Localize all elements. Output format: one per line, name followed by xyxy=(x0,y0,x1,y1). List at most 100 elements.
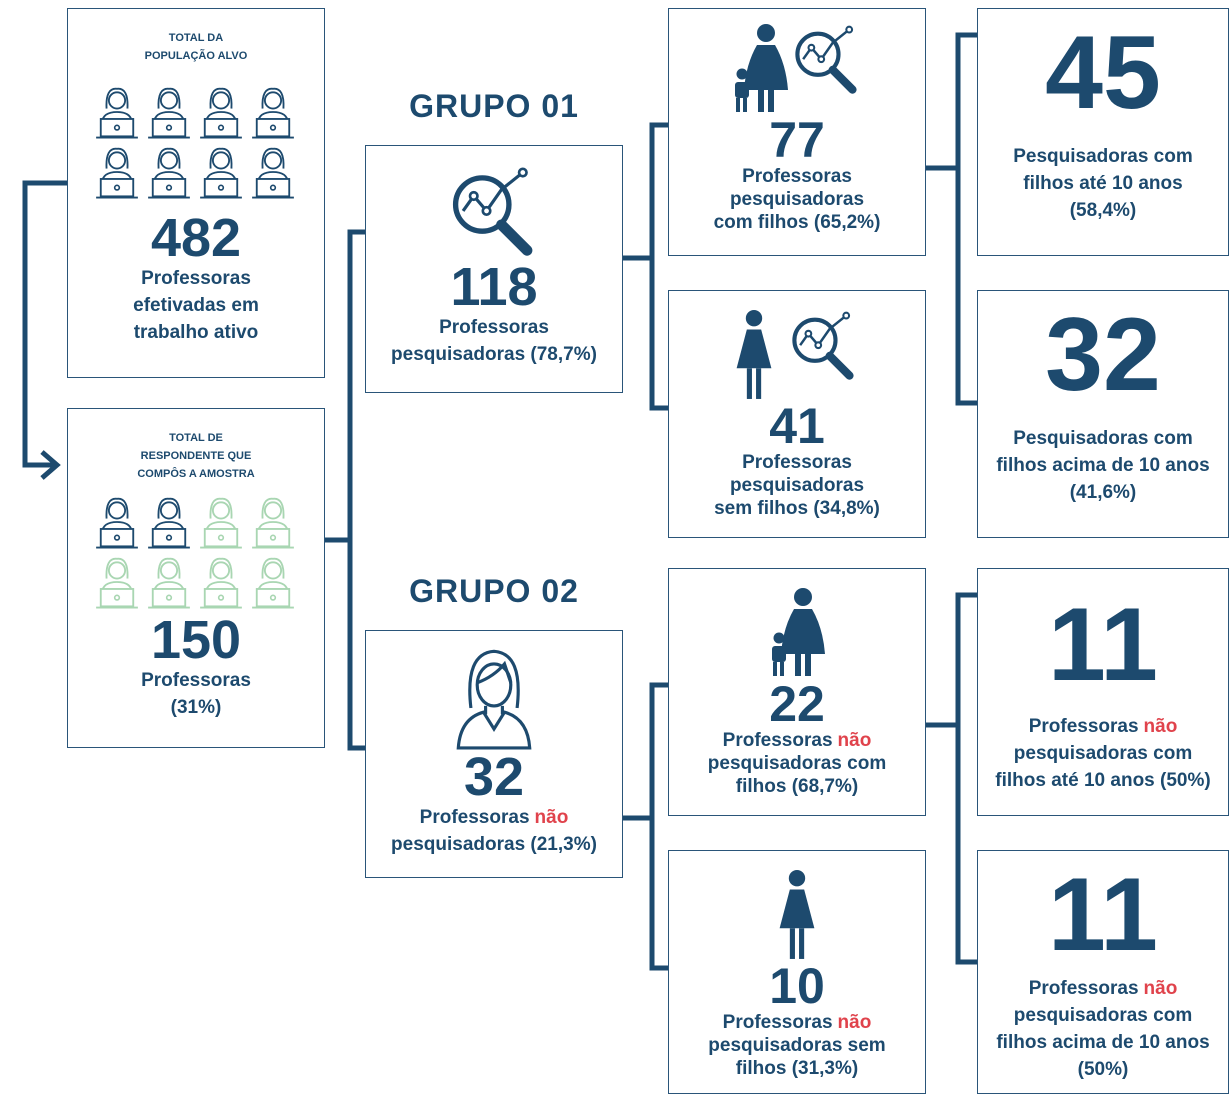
person-icon xyxy=(200,499,242,548)
text-line: pesquisadoras sem xyxy=(708,1034,885,1057)
highlight: não xyxy=(535,807,569,828)
group-title: GRUPO 02 xyxy=(365,573,623,610)
text-line: Professoras xyxy=(391,314,597,341)
text-line: filhos acima de 10 anos xyxy=(996,1029,1209,1056)
mother-icon xyxy=(767,587,827,679)
person-icon xyxy=(96,499,138,548)
person-icon xyxy=(200,149,242,198)
count: 118 xyxy=(450,260,537,314)
woman-icon xyxy=(776,869,818,961)
person-icon xyxy=(96,89,138,138)
text-line: filhos (31,3%) xyxy=(708,1057,885,1080)
text-line: pesquisadoras com xyxy=(708,752,886,775)
text-line: (50%) xyxy=(996,1056,1209,1083)
text-line: pesquisadoras xyxy=(714,474,880,497)
highlight: não xyxy=(838,1012,872,1033)
text-line: efetivadas em xyxy=(133,292,259,319)
text-line: trabalho ativo xyxy=(133,319,259,346)
text-line: (41,6%) xyxy=(996,479,1209,506)
text-line: Pesquisadoras com xyxy=(1013,143,1193,170)
text-line: filhos acima de 10 anos xyxy=(996,452,1209,479)
search-icon xyxy=(787,309,861,383)
text-line: (31%) xyxy=(141,694,251,721)
icon-grid xyxy=(91,493,301,613)
count: 41 xyxy=(769,401,825,451)
person-icon xyxy=(148,499,190,548)
person-icon xyxy=(200,559,242,608)
text-line: RESPONDENTE QUE xyxy=(137,447,254,465)
diagram: TOTAL DAPOPULAÇÃO ALVO 482 Professorasef… xyxy=(0,0,1231,1094)
search-icon xyxy=(790,23,864,97)
count: 77 xyxy=(769,115,825,165)
text-line: (58,4%) xyxy=(1013,197,1193,224)
person-icon xyxy=(96,149,138,198)
text-line: filhos (68,7%) xyxy=(708,775,886,798)
text-line: pesquisadoras com xyxy=(996,1002,1209,1029)
woman-icon xyxy=(733,309,775,401)
highlight: não xyxy=(1144,978,1178,999)
text-line: pesquisadoras xyxy=(714,188,881,211)
mother-icon xyxy=(730,23,790,115)
text-line: TOTAL DE xyxy=(137,429,254,447)
count: 22 xyxy=(769,679,825,729)
search-icon xyxy=(446,164,542,260)
group-title: GRUPO 01 xyxy=(365,88,623,125)
line-text: Professoras xyxy=(723,730,833,751)
count: 45 xyxy=(1045,21,1161,125)
text-line: Professoras xyxy=(714,165,881,188)
person-icon xyxy=(148,89,190,138)
text-line: filhos até 10 anos xyxy=(1013,170,1193,197)
line-text: Professoras xyxy=(1029,978,1139,999)
person-icon xyxy=(252,499,294,548)
text-line: Pesquisadoras com xyxy=(996,425,1209,452)
text-line: COMPÔS A AMOSTRA xyxy=(137,465,254,483)
text-line: POPULAÇÃO ALVO xyxy=(145,47,248,65)
line-text: Professoras xyxy=(723,1012,833,1033)
icon-grid xyxy=(91,83,301,203)
icons xyxy=(730,23,864,115)
line-text: Professoras xyxy=(1029,716,1139,737)
count: 32 xyxy=(464,750,524,804)
highlight: não xyxy=(838,730,872,751)
text-line: TOTAL DA xyxy=(145,29,248,47)
person-icon xyxy=(148,149,190,198)
bust-icon xyxy=(452,645,536,750)
text-line: sem filhos (34,8%) xyxy=(714,497,880,520)
line-text: Professoras xyxy=(420,807,530,828)
count: 32 xyxy=(1045,303,1161,407)
person-icon xyxy=(252,559,294,608)
icons xyxy=(733,309,861,401)
text-line: Professoras xyxy=(141,667,251,694)
text-line: pesquisadoras (78,7%) xyxy=(391,341,597,368)
text-line: Professoras xyxy=(133,265,259,292)
